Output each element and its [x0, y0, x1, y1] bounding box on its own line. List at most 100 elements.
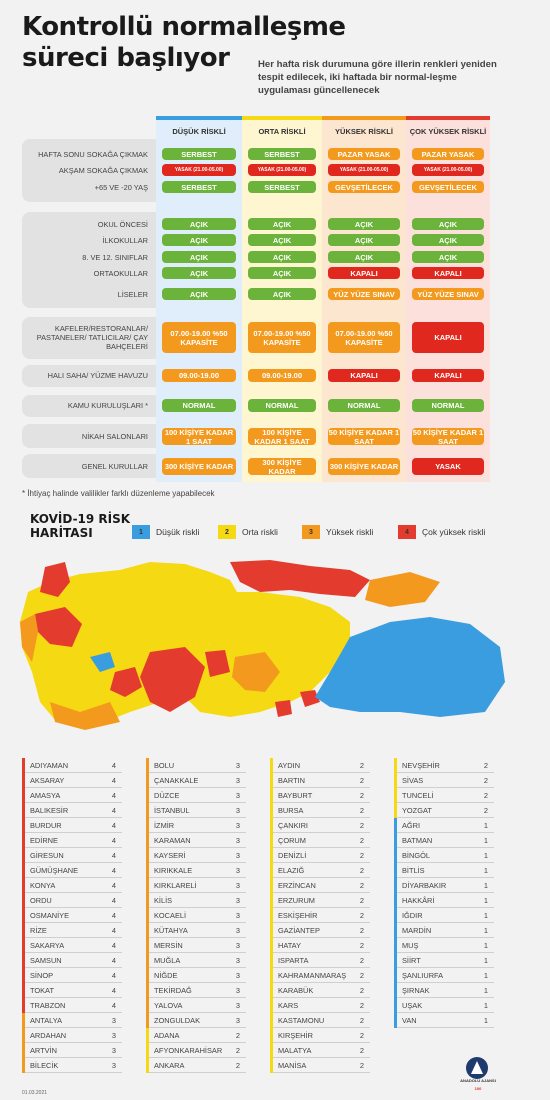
province-row: KARAMAN 3 [146, 833, 246, 848]
province-risk: 4 [111, 820, 116, 830]
cell-pill: AÇIK [248, 288, 316, 300]
province-row: HATAY 2 [270, 938, 370, 953]
province-risk: 1 [483, 1015, 488, 1025]
province-row: KAHRAMANMARAŞ 2 [270, 968, 370, 983]
province-name: MUĞLA [154, 955, 181, 965]
province-row: ARDAHAN 3 [22, 1028, 122, 1043]
cell-pill: KAPALI [412, 369, 484, 382]
province-row: MUĞLA 3 [146, 953, 246, 968]
province-risk: 3 [235, 820, 240, 830]
province-row: GİRESUN 4 [22, 848, 122, 863]
province-name: TRABZON [30, 1000, 66, 1010]
province-risk: 2 [359, 790, 364, 800]
province-row: ORDU 4 [22, 893, 122, 908]
province-risk: 3 [111, 1015, 116, 1025]
risk-bar [22, 878, 25, 893]
province-risk: 2 [359, 775, 364, 785]
province-risk: 2 [359, 985, 364, 995]
cell-pill: KAPALI [412, 267, 484, 279]
province-row: MALATYA 2 [270, 1043, 370, 1058]
province-row: MARDİN 1 [394, 923, 494, 938]
province-risk: 3 [235, 910, 240, 920]
province-row: ADIYAMAN 4 [22, 758, 122, 773]
province-row: AĞRI 1 [394, 818, 494, 833]
province-name: AKSARAY [30, 775, 65, 785]
province-name: BİNGÖL [402, 850, 430, 860]
cell-pill: GEVŞETİLECEK [328, 181, 400, 193]
province-risk: 1 [483, 895, 488, 905]
province-row: KIRIKKALE 3 [146, 863, 246, 878]
province-name: KIRIKKALE [154, 865, 193, 875]
legend-label: Düşük riskli [156, 527, 200, 537]
province-risk: 3 [235, 790, 240, 800]
province-row: BOLU 3 [146, 758, 246, 773]
row-label: HALI SAHA/ YÜZME HAVUZU [47, 371, 148, 380]
province-name: KASTAMONU [278, 1015, 325, 1025]
province-risk: 3 [235, 760, 240, 770]
province-list-column: AYDIN 2 BARTIN 2 BAYBURT 2 BURSA 2 ÇANKIRI 2 ÇORUM… [270, 758, 370, 1073]
risk-bar [22, 1013, 25, 1028]
province-name: KAYSERİ [154, 850, 186, 860]
province-risk: 4 [111, 910, 116, 920]
legend-label: Yüksek riskli [326, 527, 374, 537]
risk-bar [270, 1043, 273, 1058]
risk-bar [146, 878, 149, 893]
province-risk: 4 [111, 760, 116, 770]
risk-bar [270, 908, 273, 923]
risk-bar [146, 953, 149, 968]
province-name: MARDİN [402, 925, 432, 935]
province-risk: 2 [359, 760, 364, 770]
risk-bar [270, 803, 273, 818]
province-row: ANTALYA 3 [22, 1013, 122, 1028]
province-name: GÜMÜŞHANE [30, 865, 79, 875]
row-label: İLKOKULLAR [102, 235, 148, 245]
risk-bar [22, 848, 25, 863]
map-region-east-orange [365, 572, 440, 607]
province-risk: 2 [359, 820, 364, 830]
province-risk: 3 [235, 1000, 240, 1010]
province-name: ŞIRNAK [402, 985, 430, 995]
province-row: SAKARYA 4 [22, 938, 122, 953]
risk-bar [270, 893, 273, 908]
map-region-north-red [230, 560, 370, 597]
province-row: DİYARBAKIR 1 [394, 878, 494, 893]
risk-bar [270, 953, 273, 968]
province-row: UŞAK 1 [394, 998, 494, 1013]
province-row: KAYSERİ 3 [146, 848, 246, 863]
province-risk: 3 [235, 880, 240, 890]
page-subtitle: Her hafta risk durumuna göre illerin ren… [258, 59, 497, 96]
cell-pill: AÇIK [328, 234, 400, 246]
risk-bar [394, 968, 397, 983]
date-label: 01.03.2021 [22, 1090, 48, 1096]
risk-bar [22, 953, 25, 968]
risk-bar [270, 1028, 273, 1043]
row-label: +65 VE -20 YAŞ [94, 182, 148, 192]
province-row: KIRŞEHİR 2 [270, 1028, 370, 1043]
province-name: KARAMAN [154, 835, 191, 845]
legend-swatch: 1 [132, 525, 150, 539]
province-name: ARTVİN [30, 1045, 57, 1055]
risk-bar [270, 938, 273, 953]
cell-pill: 07.00-19.00 %50 KAPASİTE [248, 322, 316, 353]
risk-bar [22, 983, 25, 998]
province-name: BİTLİS [402, 865, 425, 875]
cell-pill: 50 KİŞİYE KADAR 1 SAAT [328, 427, 400, 446]
turkey-risk-map [20, 560, 505, 730]
footnote: * İhtiyaç halinde valilikler farklı düze… [22, 489, 215, 498]
column-header: ÇOK YÜKSEK RİSKLİ [409, 127, 487, 136]
province-row: İZMİR 3 [146, 818, 246, 833]
province-risk: 3 [235, 775, 240, 785]
province-risk: 2 [483, 790, 488, 800]
province-name: BOLU [154, 760, 175, 770]
risk-bar [270, 818, 273, 833]
cell-pill: AÇIK [162, 288, 236, 300]
risk-bar [22, 1043, 25, 1058]
province-risk: 2 [359, 1045, 364, 1055]
map-region-osmaniye [275, 700, 292, 717]
risk-bar [394, 848, 397, 863]
province-name: TUNCELİ [402, 790, 434, 800]
province-risk: 1 [483, 940, 488, 950]
cell-pill: YASAK (21.00-05.00) [412, 164, 484, 176]
province-row: TRABZON 4 [22, 998, 122, 1013]
province-name: ŞANLIURFA [402, 970, 444, 980]
